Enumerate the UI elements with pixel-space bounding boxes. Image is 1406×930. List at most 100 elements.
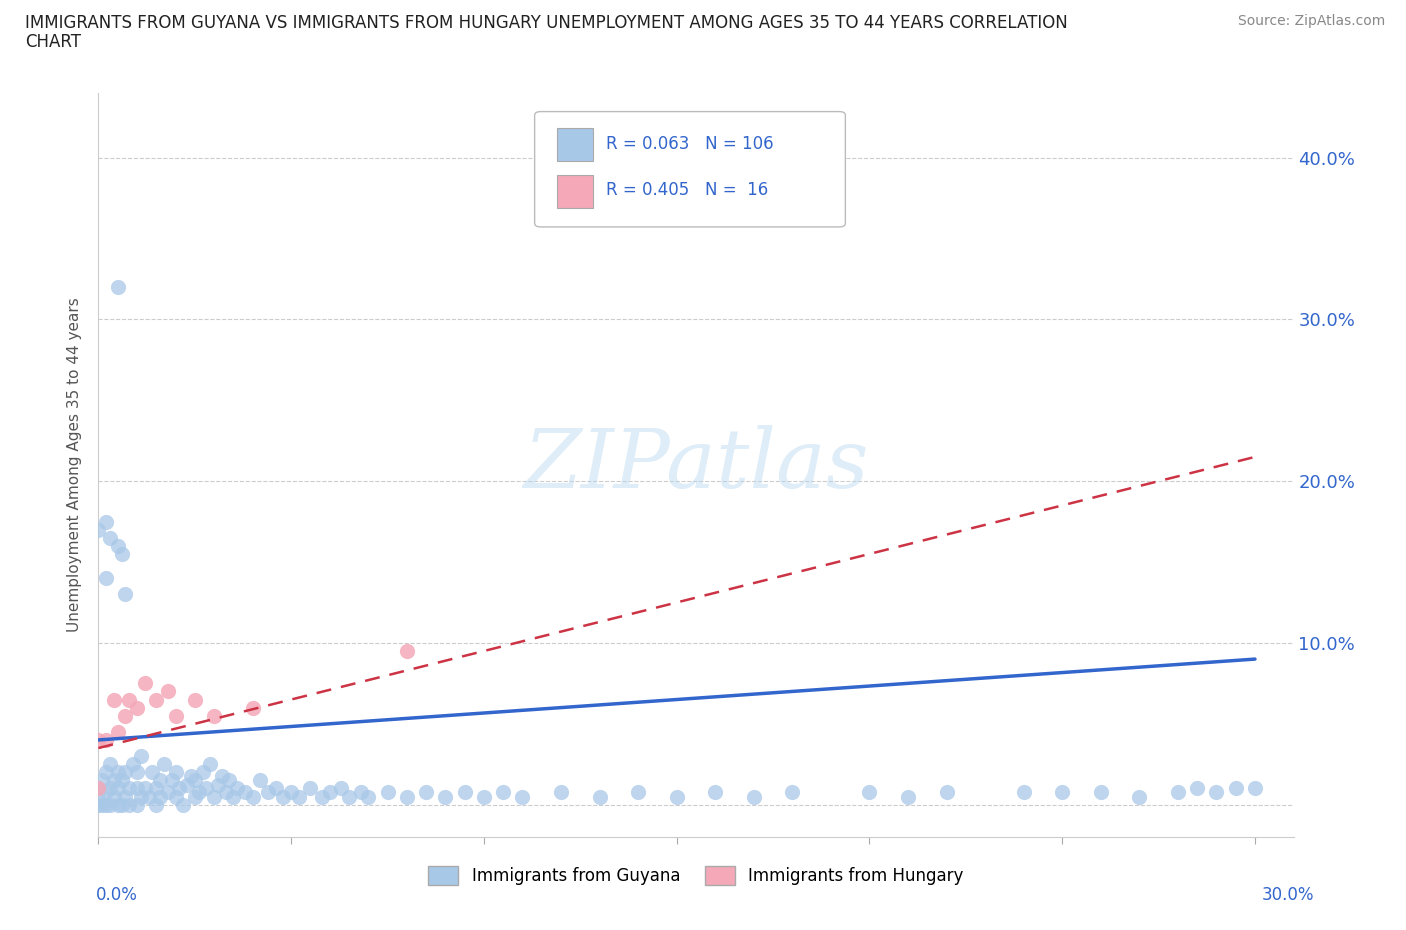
Point [114,709,136,724]
Point [125,781,148,796]
Point [103,773,125,788]
Point [330,781,353,796]
Point [1050,784,1073,799]
Point [134,676,156,691]
Point [184,692,207,707]
Text: ZIPatlas: ZIPatlas [523,425,869,505]
Point [141,764,163,779]
Point [207,777,229,792]
Point [103,692,125,707]
Point [202,709,225,724]
Point [858,784,880,799]
Point [492,784,515,799]
Point [129,749,152,764]
Point [257,784,280,799]
Point [103,790,125,804]
Point [149,773,172,788]
Point [897,790,920,804]
Point [94,571,117,586]
Point [94,764,117,779]
Point [138,790,160,804]
Point [512,790,534,804]
FancyBboxPatch shape [557,175,593,208]
Point [665,790,688,804]
Text: Source: ZipAtlas.com: Source: ZipAtlas.com [1237,14,1385,28]
Point [165,790,187,804]
FancyBboxPatch shape [534,112,845,227]
Point [87,733,110,748]
Point [107,781,129,796]
Point [1205,784,1227,799]
Text: R = 0.405   N =  16: R = 0.405 N = 16 [606,180,769,199]
Point [149,790,172,804]
Text: R = 0.063   N = 106: R = 0.063 N = 106 [606,135,773,153]
Point [627,784,650,799]
Point [125,764,148,779]
Point [242,790,264,804]
Point [107,797,129,812]
Point [129,790,152,804]
Point [145,692,167,707]
Point [118,781,141,796]
Point [94,797,117,812]
Point [91,797,114,812]
Point [1128,790,1150,804]
Point [1244,781,1267,796]
Point [114,790,136,804]
Point [742,790,765,804]
Point [1167,784,1189,799]
Point [145,797,167,812]
Point [107,724,129,739]
Point [249,773,271,788]
Point [191,764,214,779]
Point [114,764,136,779]
Point [1185,781,1208,796]
Point [782,784,804,799]
Point [114,587,136,602]
Point [1090,784,1112,799]
Point [395,644,418,658]
Point [107,280,129,295]
Point [349,784,371,799]
Point [184,773,207,788]
Point [172,797,194,812]
Point [311,790,333,804]
Point [98,797,121,812]
Point [87,523,110,538]
Point [169,781,191,796]
Point [98,781,121,796]
Point [122,757,145,772]
Point [87,790,110,804]
Text: 0.0%: 0.0% [96,886,138,904]
Point [1225,781,1247,796]
Point [187,784,209,799]
Point [87,781,110,796]
Point [87,797,110,812]
Point [184,790,207,804]
Text: IMMIGRANTS FROM GUYANA VS IMMIGRANTS FROM HUNGARY UNEMPLOYMENT AMONG AGES 35 TO : IMMIGRANTS FROM GUYANA VS IMMIGRANTS FRO… [25,14,1069,32]
Point [200,757,222,772]
Point [337,790,360,804]
Point [107,538,129,553]
Point [550,784,572,799]
Point [273,790,295,804]
Text: CHART: CHART [25,33,82,50]
Point [1012,784,1035,799]
Point [94,733,117,748]
Point [588,790,610,804]
Point [377,784,399,799]
Point [91,773,114,788]
Point [156,684,179,698]
Point [110,547,132,562]
Point [125,797,148,812]
Text: 30.0%: 30.0% [1263,886,1315,904]
Legend: Immigrants from Guyana, Immigrants from Hungary: Immigrants from Guyana, Immigrants from … [422,859,970,892]
Point [202,790,225,804]
Point [299,781,322,796]
Point [87,781,110,796]
Point [472,790,495,804]
Point [94,514,117,529]
Point [434,790,457,804]
Point [264,781,287,796]
Point [165,709,187,724]
